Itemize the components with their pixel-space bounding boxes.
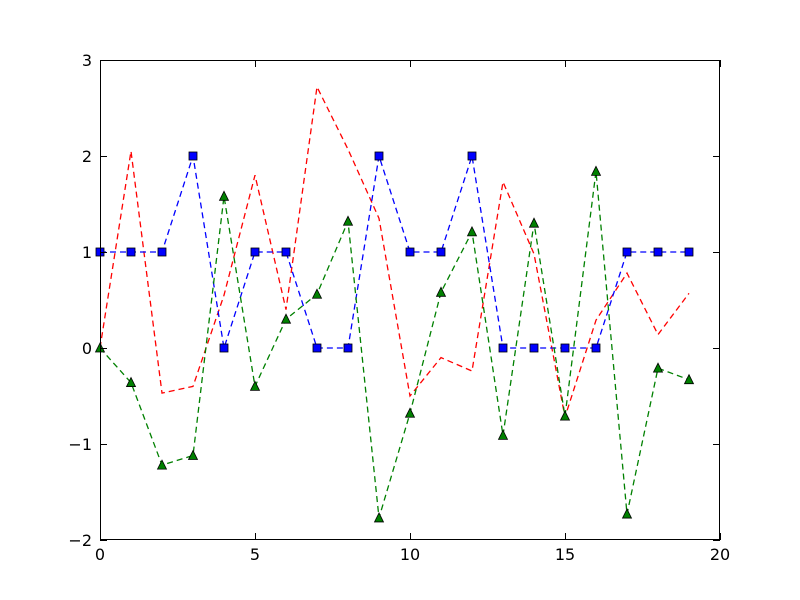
data-point <box>187 449 199 460</box>
data-point <box>404 407 416 418</box>
data-point <box>436 247 446 257</box>
y-tick-label: 2 <box>82 147 92 166</box>
x-tick-label: 0 <box>95 545 105 564</box>
series-2 <box>94 165 695 523</box>
y-tick-label: 3 <box>82 51 92 70</box>
y-tick-label: 0 <box>82 339 92 358</box>
data-point <box>405 247 415 257</box>
data-point <box>560 343 570 353</box>
data-point <box>529 343 539 353</box>
y-tick-label: −2 <box>68 531 92 550</box>
data-point <box>250 247 260 257</box>
series-line <box>100 155 689 349</box>
data-point <box>683 373 695 385</box>
series-layer <box>94 84 695 523</box>
data-point <box>311 288 323 299</box>
series-1 <box>95 151 694 353</box>
data-point <box>188 151 198 161</box>
data-point <box>312 343 322 353</box>
data-point <box>374 151 384 161</box>
data-point <box>467 151 477 161</box>
data-point <box>249 380 261 391</box>
data-point <box>591 343 601 353</box>
y-tick-label: 1 <box>82 243 92 262</box>
y-tick-label: −1 <box>68 435 92 454</box>
x-tick-label: 5 <box>250 545 260 564</box>
data-point <box>684 247 694 257</box>
series-line <box>99 84 690 418</box>
data-point <box>280 313 292 324</box>
data-point <box>498 343 508 353</box>
data-point <box>590 165 602 176</box>
data-point <box>157 247 167 257</box>
data-point <box>466 225 478 237</box>
data-point <box>435 286 447 297</box>
data-point <box>126 247 136 257</box>
data-point <box>373 512 385 523</box>
x-tick-label: 15 <box>555 545 575 564</box>
data-point <box>342 215 354 226</box>
data-point <box>281 247 291 257</box>
ticks-layer: 0 5 10 15 20 −2 −1 0 1 2 3 <box>68 51 730 564</box>
data-point <box>528 217 540 228</box>
data-point <box>559 410 571 421</box>
x-tick-label: 10 <box>400 545 420 564</box>
data-point <box>125 376 137 387</box>
data-point <box>218 190 230 201</box>
series-0 <box>99 84 690 418</box>
data-point <box>652 362 664 373</box>
data-point <box>622 247 632 257</box>
data-point <box>621 508 633 519</box>
data-point <box>343 343 353 353</box>
data-point <box>497 429 509 440</box>
x-tick-label: 20 <box>710 545 730 564</box>
data-point <box>156 459 168 470</box>
data-point <box>219 343 229 353</box>
series-line <box>99 171 690 519</box>
data-point <box>653 247 663 257</box>
plot-area <box>100 60 720 540</box>
